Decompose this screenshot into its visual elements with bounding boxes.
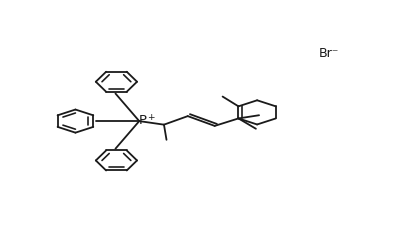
Text: P: P (139, 114, 147, 127)
Text: Br⁻: Br⁻ (319, 47, 339, 60)
Text: +: + (148, 113, 155, 122)
